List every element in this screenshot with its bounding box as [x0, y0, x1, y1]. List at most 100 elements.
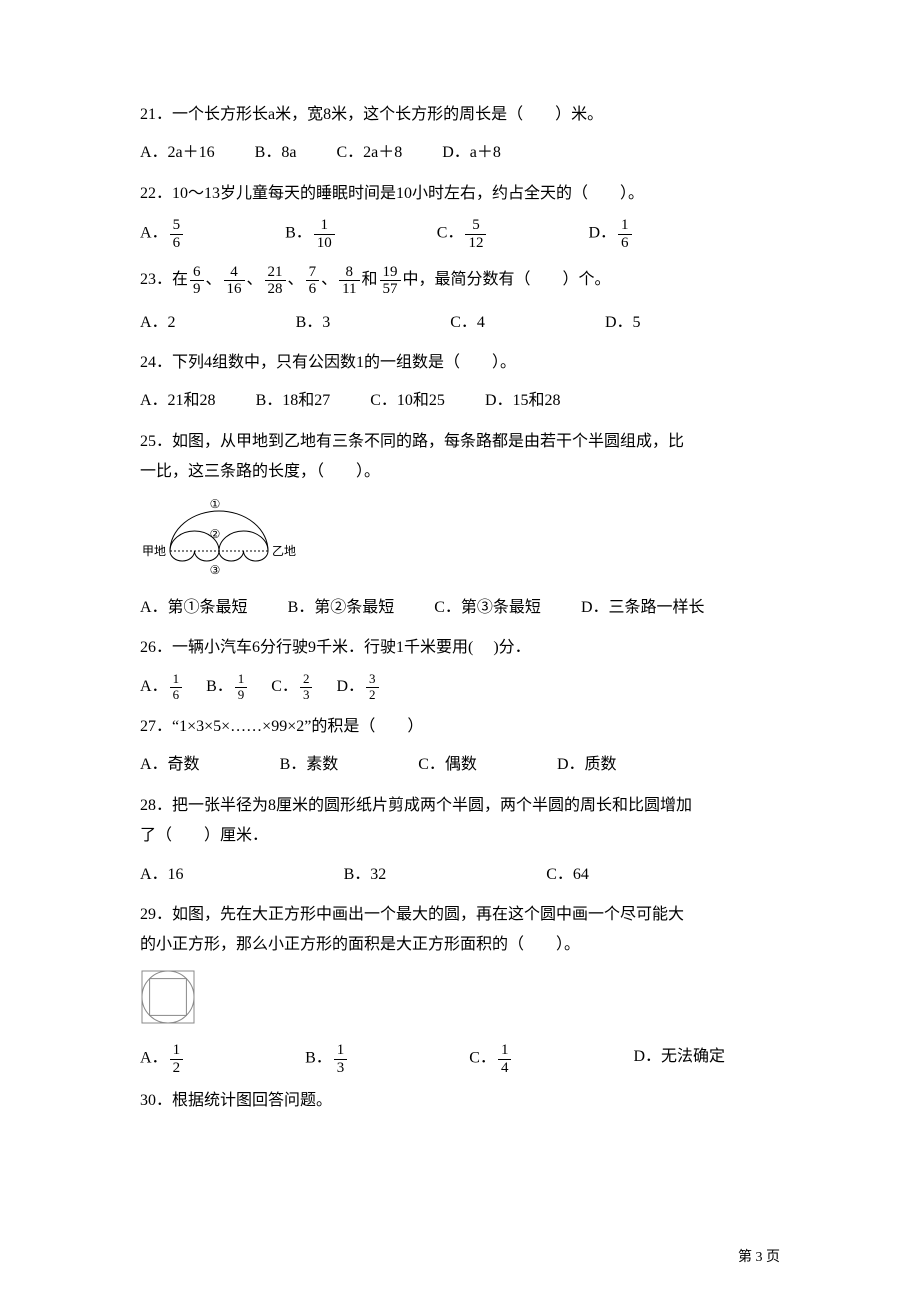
- q27-options: A．奇数 B．素数 C．偶数 D．质数: [140, 750, 780, 780]
- q27-opt-b: B．素数: [280, 750, 339, 780]
- q28-opt-a: A．16: [140, 860, 184, 890]
- fraction: 19: [235, 672, 248, 702]
- label-1: ①: [210, 497, 221, 511]
- q27-text: 27．“1×3×5×……×99×2”的积是（ ）: [140, 718, 423, 735]
- q22-options: A．56 B．110 C．512 D．16: [140, 217, 780, 251]
- q24-opt-b: B．18和27: [256, 386, 331, 416]
- q25-opt-c: C．第③条最短: [434, 593, 541, 623]
- fraction: 512: [465, 217, 486, 251]
- q26-opt-c: C．23: [271, 672, 314, 702]
- q24-text: 24．下列4组数中，只有公因数1的一组数是（ ）。: [140, 354, 516, 371]
- q25-options: A．第①条最短 B．第②条最短 C．第③条最短 D．三条路一样长: [140, 593, 780, 623]
- question-24: 24．下列4组数中，只有公因数1的一组数是（ ）。: [140, 348, 780, 378]
- q25-text2: 一比，这三条路的长度，（ ）。: [140, 457, 780, 487]
- fraction: 16: [618, 217, 632, 251]
- q25-opt-a: A．第①条最短: [140, 593, 248, 623]
- q26-opt-d: D．32: [336, 672, 380, 702]
- fraction: 56: [170, 217, 184, 251]
- q21-opt-a: A．2a＋16: [140, 138, 215, 168]
- q23-opt-a: A．2: [140, 308, 176, 338]
- q25-diagram: ① ② ③ 甲地 乙地: [140, 496, 280, 587]
- question-30: 30．根据统计图回答问题。: [140, 1086, 780, 1116]
- q24-opt-d: D．15和28: [485, 386, 561, 416]
- q28-opt-c: C．64: [546, 860, 589, 890]
- label-jia: 甲地: [142, 544, 166, 558]
- q22-d-label: D．: [588, 225, 616, 242]
- label-2: ②: [210, 527, 221, 541]
- fraction: 14: [498, 1042, 512, 1076]
- fraction: 13: [334, 1042, 348, 1076]
- q25-opt-b: B．第②条最短: [288, 593, 395, 623]
- question-28: 28．把一张半径为8厘米的圆形纸片剪成两个半圆，两个半圆的周长和比圆增加 了（ …: [140, 791, 780, 852]
- q27-opt-a: A．奇数: [140, 750, 200, 780]
- q26-options: A．16 B．19 C．23 D．32: [140, 672, 780, 702]
- q22-opt-a: A．56: [140, 217, 185, 251]
- question-25: 25．如图，从甲地到乙地有三条不同的路，每条路都是由若干个半圆组成，比 一比，这…: [140, 427, 780, 488]
- q22-text: 22．10～13岁儿童每天的睡眠时间是10小时左右，约占全天的（ ）。: [140, 185, 644, 202]
- q23-options: A．2 B．3 C．4 D．5: [140, 308, 780, 338]
- q29-text1: 29．如图，先在大正方形中画出一个最大的圆，再在这个圆中画一个尽可能大: [140, 900, 780, 930]
- q21-opt-b: B．8a: [255, 138, 297, 168]
- fraction: 1957: [380, 264, 401, 298]
- q24-opt-c: C．10和25: [370, 386, 445, 416]
- q22-c-label: C．: [437, 225, 464, 242]
- question-21: 21．一个长方形长a米，宽8米，这个长方形的周长是（ ）米。: [140, 100, 780, 130]
- semicircle-paths-icon: ① ② ③ 甲地 乙地: [140, 496, 300, 576]
- q28-options: A．16 B．32 C．64: [140, 860, 780, 890]
- question-29: 29．如图，先在大正方形中画出一个最大的圆，再在这个圆中画一个尽可能大 的小正方…: [140, 900, 780, 961]
- q26-opt-a: A．16: [140, 672, 184, 702]
- q25-opt-d: D．三条路一样长: [581, 593, 705, 623]
- q28-text2: 了（ ）厘米．: [140, 821, 780, 851]
- fraction: 16: [170, 672, 183, 702]
- fraction: 32: [366, 672, 379, 702]
- q30-text: 30．根据统计图回答问题。: [140, 1092, 332, 1109]
- q25-text1: 25．如图，从甲地到乙地有三条不同的路，每条路都是由若干个半圆组成，比: [140, 427, 780, 457]
- q29-text2: 的小正方形，那么小正方形的面积是大正方形面积的（ ）。: [140, 930, 780, 960]
- q23-opt-c: C．4: [450, 308, 485, 338]
- q29-options: A．12 B．13 C．14 D．无法确定: [140, 1042, 780, 1076]
- q21-text: 21．一个长方形长a米，宽8米，这个长方形的周长是（ ）米。: [140, 106, 603, 123]
- q27-opt-d: D．质数: [557, 750, 617, 780]
- q24-options: A．21和28 B．18和27 C．10和25 D．15和28: [140, 386, 780, 416]
- fraction: 811: [339, 264, 359, 298]
- question-22: 22．10～13岁儿童每天的睡眠时间是10小时左右，约占全天的（ ）。: [140, 179, 780, 209]
- q22-opt-b: B．110: [285, 217, 337, 251]
- fraction: 12: [170, 1042, 184, 1076]
- fraction: 23: [300, 672, 313, 702]
- q29-opt-c: C．14: [469, 1042, 513, 1076]
- q26-opt-b: B．19: [206, 672, 249, 702]
- q21-opt-d: D．a＋8: [442, 138, 501, 168]
- q23-prefix: 23．在: [140, 271, 188, 288]
- q21-opt-c: C．2a＋8: [336, 138, 402, 168]
- q23-suffix: 中，最简分数有（ ）个。: [403, 271, 611, 288]
- q29-diagram: [140, 969, 200, 1036]
- q29-opt-d: D．无法确定: [633, 1042, 725, 1076]
- fraction: 69: [190, 264, 204, 298]
- q27-opt-c: C．偶数: [418, 750, 477, 780]
- q29-opt-b: B．13: [305, 1042, 349, 1076]
- q22-opt-c: C．512: [437, 217, 489, 251]
- exam-page: 21．一个长方形长a米，宽8米，这个长方形的周长是（ ）米。 A．2a＋16 B…: [0, 0, 920, 1302]
- q28-opt-b: B．32: [344, 860, 387, 890]
- square-circle-square-icon: [140, 969, 196, 1025]
- label-yi: 乙地: [272, 544, 296, 558]
- q24-opt-a: A．21和28: [140, 386, 216, 416]
- question-27: 27．“1×3×5×……×99×2”的积是（ ）: [140, 712, 780, 742]
- q26-text: 26．一辆小汽车6分行驶9千米．行驶1千米要用( )分．: [140, 639, 531, 656]
- q28-text1: 28．把一张半径为8厘米的圆形纸片剪成两个半圆，两个半圆的周长和比圆增加: [140, 791, 780, 821]
- q23-opt-d: D．5: [605, 308, 641, 338]
- fraction: 110: [314, 217, 335, 251]
- q22-b-label: B．: [285, 225, 312, 242]
- q29-opt-a: A．12: [140, 1042, 185, 1076]
- fraction: 416: [224, 264, 245, 298]
- fraction: 76: [306, 264, 320, 298]
- fraction: 2128: [265, 264, 286, 298]
- label-3: ③: [210, 563, 221, 576]
- page-number: 第 3 页: [738, 1245, 780, 1272]
- q23-opt-b: B．3: [296, 308, 331, 338]
- q21-options: A．2a＋16 B．8a C．2a＋8 D．a＋8: [140, 138, 780, 168]
- q22-a-label: A．: [140, 225, 168, 242]
- question-26: 26．一辆小汽车6分行驶9千米．行驶1千米要用( )分．: [140, 633, 780, 663]
- q22-opt-d: D．16: [588, 217, 633, 251]
- question-23: 23．在69、416、2128、76、811和1957中，最简分数有（ ）个。: [140, 261, 780, 299]
